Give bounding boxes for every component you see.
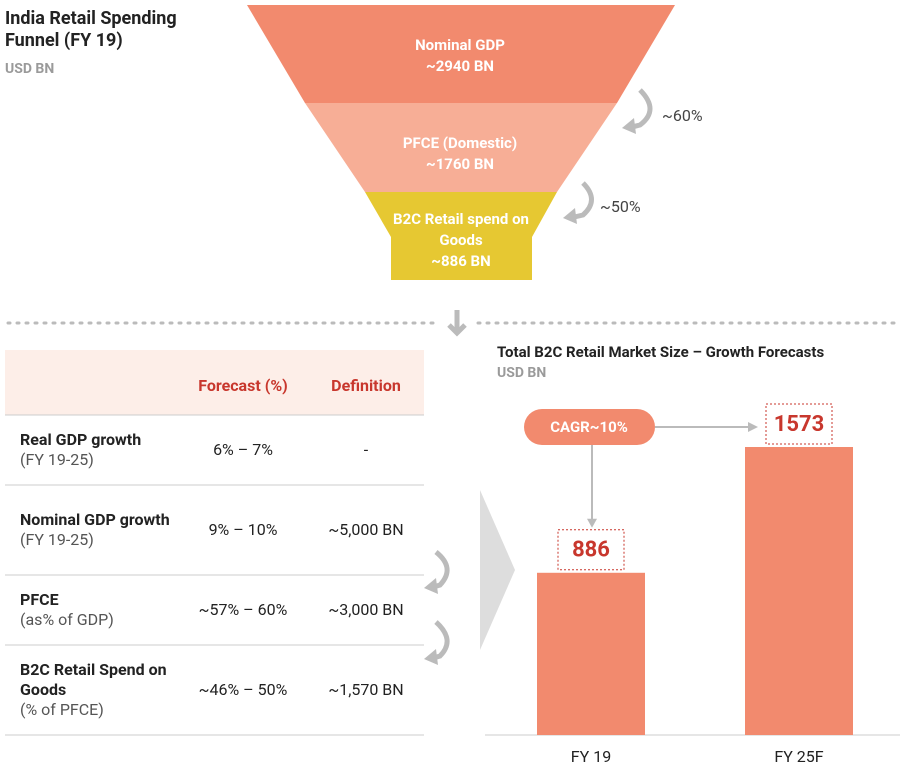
arrow-head	[748, 422, 758, 432]
forecast: 9% – 10%	[208, 520, 278, 539]
value: ~1760 BN	[425, 155, 495, 173]
ratio: ~60%	[662, 106, 703, 125]
funnel-stage-text: Nominal GDP ~2940 BN	[330, 35, 590, 77]
row-note: (FY 19-25)	[20, 530, 94, 549]
table-header: Forecast (%)	[198, 376, 288, 395]
funnel-stage-text: B2C Retail spend on Goods ~886 BN	[388, 209, 534, 272]
forecast: ~46% – 50%	[198, 680, 288, 699]
forecast: 6% – 7%	[213, 440, 273, 459]
funnel-title: India Retail Spending Funnel (FY 19)	[5, 8, 177, 51]
ratio: ~50%	[600, 197, 641, 216]
value-label-box	[765, 403, 833, 445]
value: ~2940 BN	[425, 57, 495, 75]
forecast: ~57% – 60%	[198, 600, 288, 619]
annotation: CAGR~10%	[550, 418, 628, 436]
bar	[745, 447, 853, 735]
arrow-heads	[424, 118, 636, 665]
definition: ~3,000 BN	[328, 600, 404, 619]
row-note: (as% of GDP)	[20, 610, 114, 629]
table-header: Definition	[331, 376, 401, 395]
curved-arrows	[429, 88, 653, 662]
row-label-cell: Real GDP growth (FY 19-25)	[20, 430, 170, 470]
arrow-head	[587, 518, 597, 528]
value-label: 886	[572, 538, 610, 563]
row-label-cell: B2C Retail Spend on Goods (% of PFCE)	[20, 660, 170, 720]
funnel-stage	[365, 192, 557, 280]
table-header-bg	[5, 350, 424, 415]
x-tick-label: FY 25F	[774, 747, 823, 766]
funnel-unit: USD BN	[5, 61, 55, 77]
row-label: Nominal GDP growth	[20, 510, 170, 529]
definition: ~1,570 BN	[328, 680, 404, 699]
definition: -	[363, 440, 369, 459]
row-label: PFCE	[20, 590, 59, 609]
row-label-cell: PFCE (as% of GDP)	[20, 590, 170, 630]
definition: ~5,000 BN	[328, 520, 404, 539]
chevron	[480, 490, 515, 650]
value-label-box	[557, 529, 625, 571]
row-note: (FY 19-25)	[20, 450, 94, 469]
chart-title: Total B2C Retail Market Size – Growth Fo…	[497, 343, 825, 361]
label: Nominal GDP	[415, 36, 505, 54]
label: PFCE (Domestic)	[402, 134, 518, 152]
row-label-cell: Nominal GDP growth (FY 19-25)	[20, 510, 170, 550]
row-label: B2C Retail Spend on Goods	[20, 660, 167, 699]
x-tick-label: FY 19	[571, 747, 611, 766]
row-label: Real GDP growth	[20, 430, 142, 449]
chart-subtitle: USD BN	[497, 365, 547, 381]
label: B2C Retail spend on Goods	[393, 210, 529, 249]
funnel-stage-text: PFCE (Domestic) ~1760 BN	[330, 133, 590, 175]
row-lines	[5, 414, 424, 736]
annotation-pill	[524, 409, 655, 445]
value: ~886 BN	[431, 252, 491, 270]
funnel-stage	[305, 103, 617, 192]
bar	[537, 572, 645, 735]
value-label: 1573	[774, 412, 825, 437]
funnel-stage	[247, 5, 675, 103]
row-note: (% of PFCE)	[20, 700, 104, 719]
